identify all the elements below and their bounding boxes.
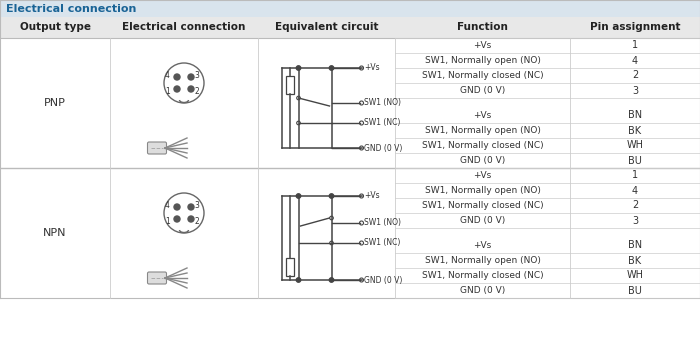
Text: +Vs: +Vs: [365, 192, 380, 201]
Text: 3: 3: [194, 202, 199, 211]
Text: SW1, Normally open (NO): SW1, Normally open (NO): [425, 186, 540, 195]
Text: NPN: NPN: [43, 228, 66, 238]
FancyBboxPatch shape: [148, 142, 167, 154]
Text: GND (0 V): GND (0 V): [365, 144, 403, 153]
Circle shape: [296, 194, 301, 198]
Text: 2: 2: [195, 86, 199, 95]
Text: BN: BN: [628, 240, 642, 251]
Text: GND (0 V): GND (0 V): [460, 86, 505, 95]
Text: SW1 (NO): SW1 (NO): [365, 99, 402, 108]
Text: +Vs: +Vs: [365, 63, 380, 72]
Text: SW1 (NC): SW1 (NC): [365, 238, 401, 248]
Circle shape: [174, 216, 180, 222]
Text: 2: 2: [632, 201, 638, 211]
Text: 4: 4: [632, 55, 638, 66]
Text: 2: 2: [632, 71, 638, 81]
Text: 4: 4: [165, 72, 170, 81]
Text: BU: BU: [628, 285, 642, 296]
Text: SW1, Normally open (NO): SW1, Normally open (NO): [425, 126, 540, 135]
Text: 1: 1: [165, 216, 169, 225]
Circle shape: [188, 74, 194, 80]
Text: SW1, Normally closed (NC): SW1, Normally closed (NC): [421, 141, 543, 150]
Text: BK: BK: [629, 126, 642, 135]
Text: SW1, Normally closed (NC): SW1, Normally closed (NC): [421, 201, 543, 210]
Text: +Vs: +Vs: [473, 171, 491, 180]
Text: 1: 1: [632, 40, 638, 50]
Circle shape: [174, 74, 180, 80]
Text: GND (0 V): GND (0 V): [365, 275, 403, 284]
Text: +Vs: +Vs: [473, 41, 491, 50]
Text: BN: BN: [628, 111, 642, 121]
Circle shape: [329, 194, 334, 198]
Text: 3: 3: [632, 216, 638, 225]
Text: SW1, Normally closed (NC): SW1, Normally closed (NC): [421, 271, 543, 280]
Circle shape: [188, 86, 194, 92]
Text: GND (0 V): GND (0 V): [460, 156, 505, 165]
Circle shape: [174, 204, 180, 210]
Bar: [286, 258, 294, 276]
Text: WH: WH: [626, 270, 643, 280]
Text: Function: Function: [457, 22, 508, 32]
Text: 1: 1: [165, 86, 169, 95]
Text: SW1 (NC): SW1 (NC): [365, 118, 401, 127]
Circle shape: [296, 278, 301, 282]
Circle shape: [296, 66, 301, 70]
Bar: [0, 17, 700, 38]
Text: 4: 4: [632, 185, 638, 195]
Text: +Vs: +Vs: [473, 111, 491, 120]
Text: WH: WH: [626, 140, 643, 150]
Circle shape: [188, 216, 194, 222]
Text: +Vs: +Vs: [473, 241, 491, 250]
Text: BU: BU: [628, 156, 642, 166]
Text: 3: 3: [194, 72, 199, 81]
Circle shape: [188, 204, 194, 210]
Text: GND (0 V): GND (0 V): [460, 286, 505, 295]
Bar: [0, 0, 700, 17]
Text: 4: 4: [165, 202, 170, 211]
Bar: [286, 76, 294, 94]
Text: 2: 2: [195, 216, 199, 225]
Text: Pin assignment: Pin assignment: [589, 22, 680, 32]
Text: Output type: Output type: [20, 22, 90, 32]
Text: 1: 1: [632, 171, 638, 180]
Text: SW1, Normally open (NO): SW1, Normally open (NO): [425, 56, 540, 65]
Text: SW1, Normally open (NO): SW1, Normally open (NO): [425, 256, 540, 265]
Text: Electrical connection: Electrical connection: [6, 4, 136, 13]
Circle shape: [174, 86, 180, 92]
Text: 3: 3: [632, 85, 638, 95]
Text: Equivalent circuit: Equivalent circuit: [274, 22, 378, 32]
FancyBboxPatch shape: [148, 272, 167, 284]
Circle shape: [329, 66, 334, 70]
Text: PNP: PNP: [44, 98, 66, 108]
Text: SW1 (NO): SW1 (NO): [365, 219, 402, 228]
Text: SW1, Normally closed (NC): SW1, Normally closed (NC): [421, 71, 543, 80]
Text: Electrical connection: Electrical connection: [122, 22, 246, 32]
Text: GND (0 V): GND (0 V): [460, 216, 505, 225]
Text: BK: BK: [629, 256, 642, 266]
Circle shape: [329, 278, 334, 282]
